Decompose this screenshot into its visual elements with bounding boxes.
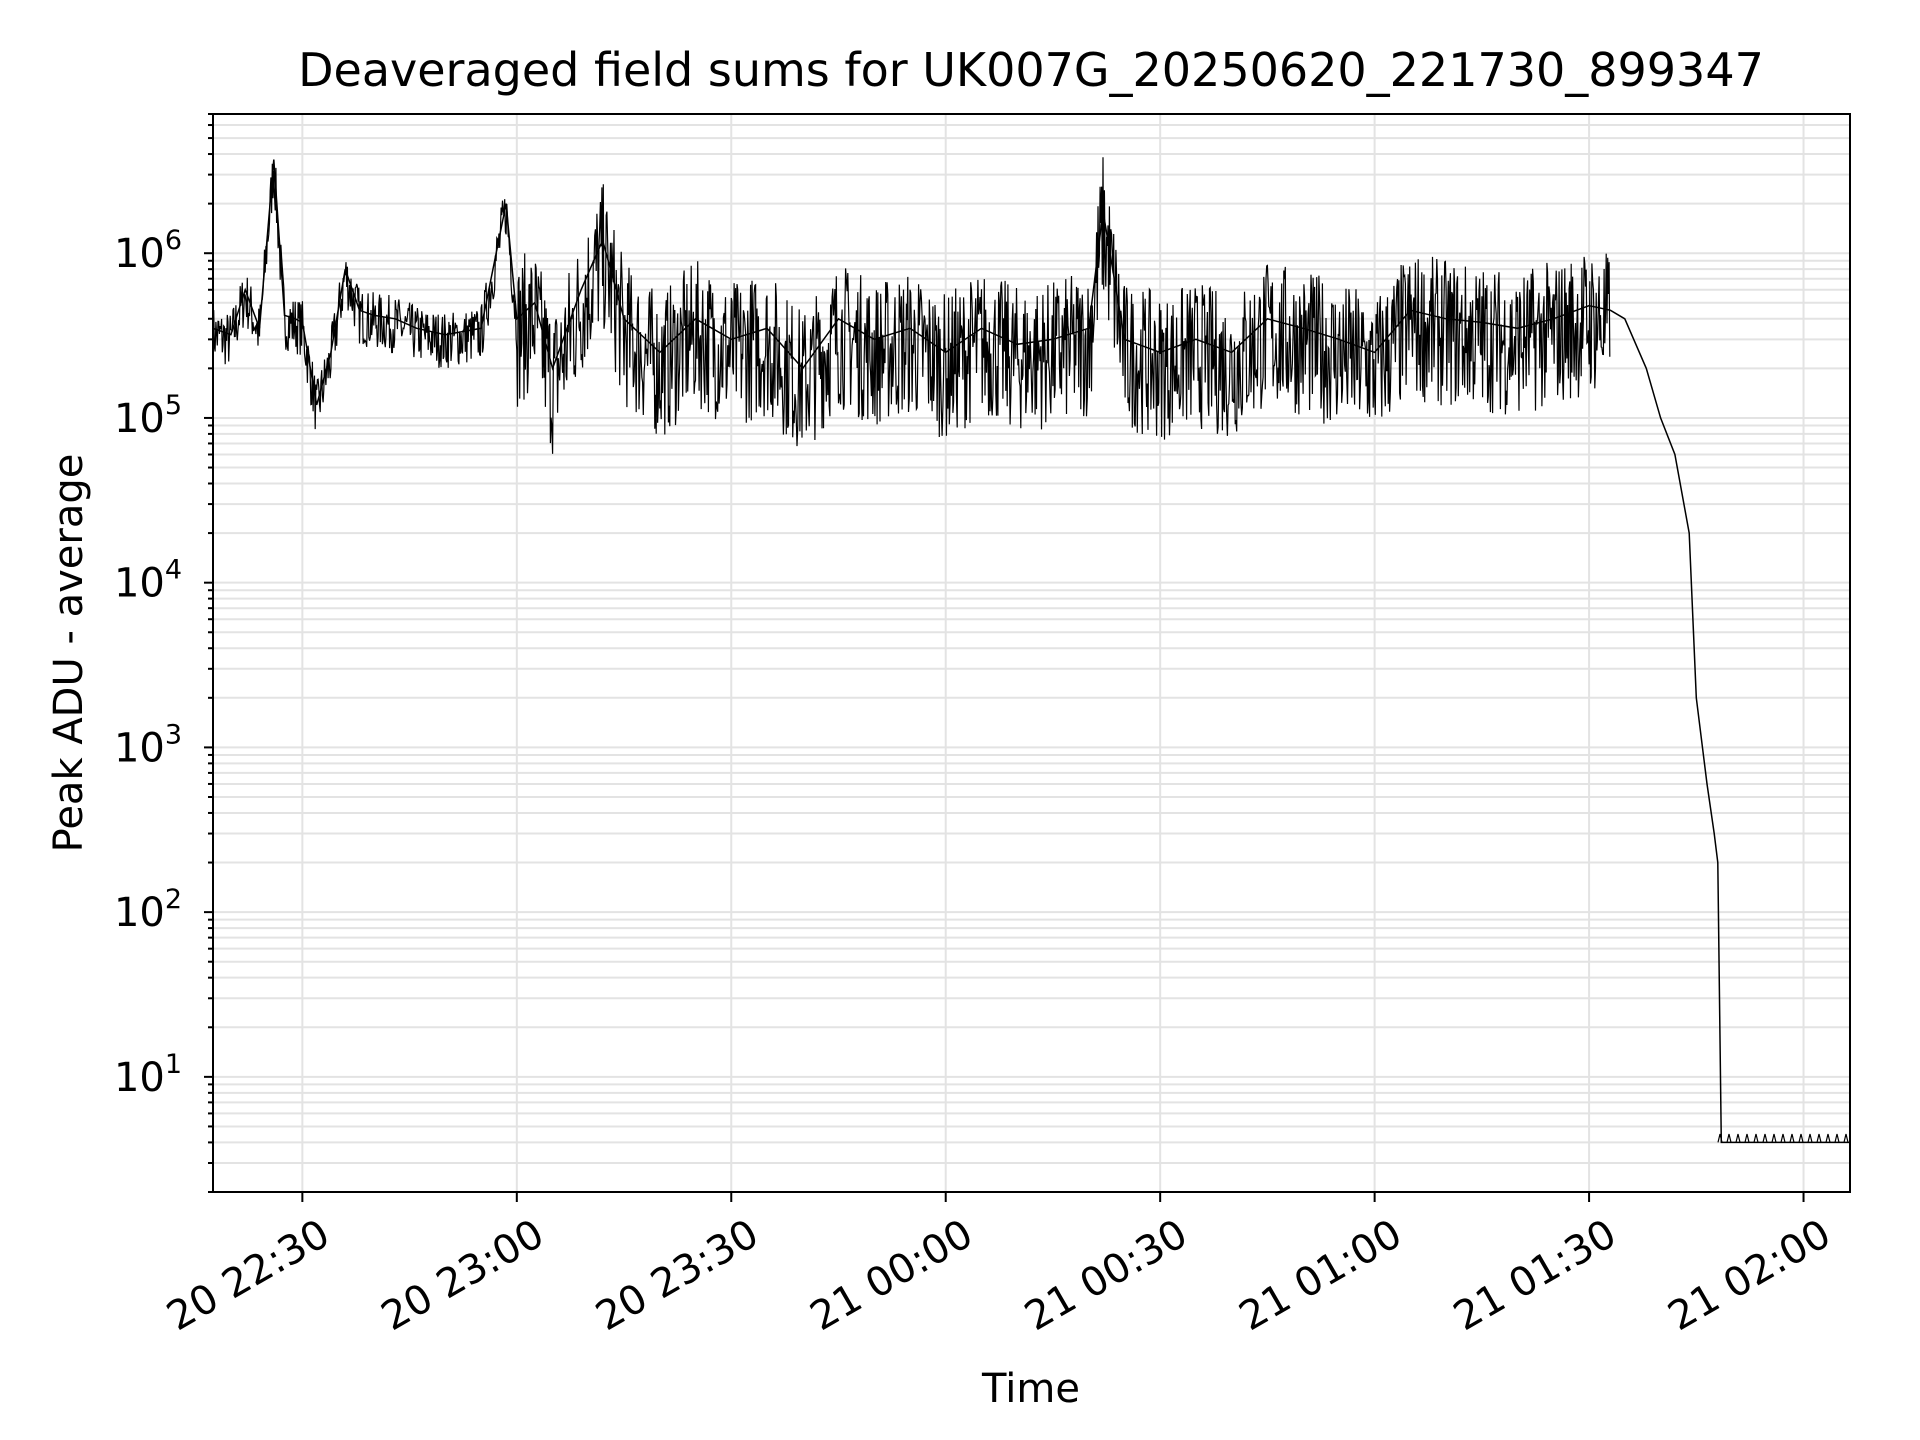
y-tick-label: 103 [114,719,182,771]
x-tick-label: 21 00:00 [803,1211,981,1340]
y-tick-label: 104 [114,555,182,607]
y-tick-label: 102 [114,884,182,936]
x-tick-label: 20 23:00 [374,1211,552,1340]
x-tick-label: 21 00:30 [1017,1211,1195,1340]
plot-frame [212,113,1851,1193]
y-tick-label: 101 [114,1049,182,1101]
y-axis-label: Peak ADU - average [46,454,92,853]
chart-title: Deaveraged field sums for UK007G_2025062… [298,43,1764,97]
x-tick-label: 21 01:30 [1446,1211,1624,1340]
x-tick-label: 20 23:30 [588,1211,766,1340]
y-tick-label: 106 [114,225,182,277]
x-tick-label: 21 01:00 [1232,1211,1410,1340]
x-tick-label: 20 22:30 [159,1211,337,1340]
x-tick-label: 21 02:00 [1661,1211,1839,1340]
x-axis-label: Time [981,1366,1080,1412]
y-tick-label: 105 [114,390,182,442]
series-noise [212,157,1849,1143]
